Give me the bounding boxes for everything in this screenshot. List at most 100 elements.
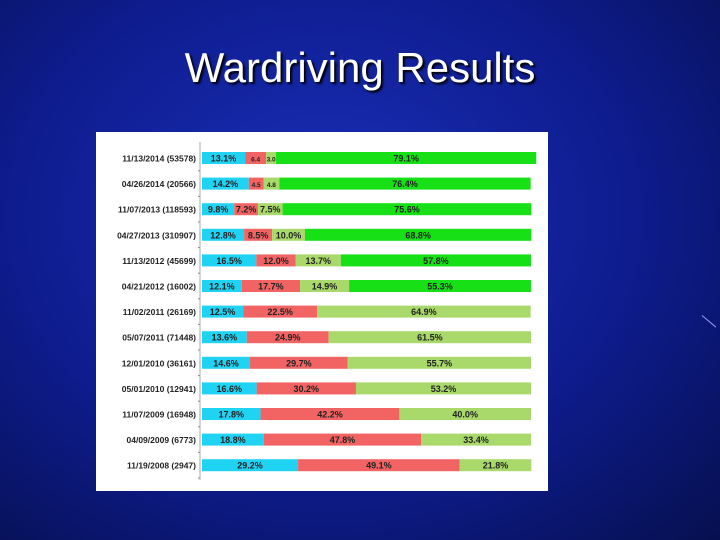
category-label: 11/02/2011 (26169)	[123, 307, 196, 317]
category-label: 11/07/2009 (16948)	[122, 410, 196, 420]
bar-segment-open	[202, 356, 251, 369]
data-label: 16.6%	[217, 384, 243, 394]
bar-segment-wep	[234, 203, 258, 216]
bar-segment-wep	[256, 382, 356, 395]
bar-segment-open	[202, 152, 246, 164]
data-label: 21.8%	[483, 461, 509, 471]
stacked-bar-chart: 11/13/2014 (53578) 13.1% 6.4 3.0 79.1% 04/26/…	[117, 142, 537, 480]
bar-segment-open	[202, 177, 249, 190]
data-label: 7.5%	[260, 205, 281, 215]
bar-segment-open	[202, 459, 299, 472]
data-label: 42.2%	[317, 410, 343, 420]
bar-segment-wpa-2	[340, 254, 531, 267]
bar-segment-wpa	[421, 433, 531, 446]
data-label: 79.1%	[393, 154, 419, 164]
bar-segment-wpa	[257, 203, 283, 216]
bar-segment-wpa	[399, 408, 531, 420]
bar-segment-wpa	[300, 280, 350, 292]
data-label: 47.8%	[330, 435, 356, 445]
bar-segment-wep	[244, 228, 273, 241]
category-label: 04/26/2014 (20566)	[122, 179, 196, 189]
data-label: 61.5%	[417, 333, 443, 343]
data-label: 13.6%	[212, 333, 238, 343]
data-label: 17.7%	[258, 282, 284, 292]
data-label: 64.9%	[411, 307, 437, 317]
category-label: 11/13/2012 (45699)	[122, 256, 196, 266]
category-label: 04/21/2012 (16002)	[122, 282, 196, 292]
bar-segment-wep	[260, 408, 400, 420]
category-label: 11/07/2013 (118593)	[118, 205, 196, 215]
bar-segment-wpa	[266, 152, 277, 164]
data-label: 24.9%	[275, 333, 301, 343]
category-label: 05/07/2011 (71448)	[122, 333, 196, 343]
bar-segment-wpa	[317, 305, 531, 318]
decorative-line	[701, 315, 717, 328]
bar-segment-wep	[245, 152, 267, 164]
data-label: 49.1%	[366, 461, 392, 471]
data-label: 12.5%	[210, 307, 236, 317]
data-label: 29.7%	[286, 358, 312, 368]
category-label: 04/09/2009 (6773)	[127, 435, 197, 445]
category-label: 11/19/2008 (2947)	[127, 461, 196, 471]
bar-segment-wpa-2	[349, 280, 531, 292]
data-label: 16.5%	[216, 256, 242, 266]
bar-segment-wep	[250, 356, 348, 369]
bar-segment-open	[202, 408, 261, 420]
data-label: 29.2%	[237, 461, 263, 471]
data-label: 30.2%	[294, 384, 320, 394]
bar-segment-wpa-2	[304, 228, 532, 241]
data-label: 40.0%	[452, 410, 478, 420]
bar-segment-wpa	[272, 228, 305, 241]
data-label: 55.3%	[427, 282, 453, 292]
bar-segment-open	[202, 203, 235, 216]
bar-segment-wpa	[263, 177, 280, 190]
bar-segment-wep	[298, 459, 460, 472]
bar-segment-open	[202, 382, 257, 395]
category-label: 11/13/2014 (53578)	[122, 154, 196, 164]
chart-panel: 11/13/2014 (53578) 13.1% 6.4 3.0 79.1% 04/26/…	[96, 132, 548, 491]
data-label: 4.5	[252, 182, 261, 189]
bar-segment-wpa-2	[282, 203, 532, 216]
data-label: 14.2%	[213, 179, 239, 189]
data-label: 12.0%	[263, 256, 289, 266]
data-label: 9.8%	[208, 205, 229, 215]
bar-segment-open	[202, 228, 245, 241]
data-label: 55.7%	[427, 358, 453, 368]
bar-segment-wep	[243, 305, 318, 318]
data-label: 18.8%	[220, 435, 246, 445]
data-label: 8.5%	[248, 230, 269, 240]
bar-segment-wpa-2	[279, 177, 531, 190]
category-label: 04/27/2013 (310907)	[117, 230, 196, 240]
slide-title: Wardriving Results	[184, 44, 536, 91]
bar-segment-wpa-2	[276, 152, 537, 164]
data-label: 7.2%	[236, 205, 257, 215]
data-label: 6.4	[251, 157, 260, 164]
data-label: 53.2%	[431, 384, 457, 394]
bar-segment-wep	[248, 177, 264, 190]
bar-segment-wep	[241, 280, 301, 292]
bar-segment-wpa	[459, 459, 532, 472]
bar-segment-wep	[263, 433, 422, 446]
bar-segment-wep	[256, 254, 296, 267]
bar-segment-open	[202, 305, 244, 318]
bar-segment-open	[202, 280, 242, 292]
bar-segment-wep	[246, 331, 329, 344]
data-label: 75.6%	[394, 205, 420, 215]
data-label: 68.8%	[405, 230, 431, 240]
category-label: 12/01/2010 (36161)	[122, 358, 196, 368]
data-label: 57.8%	[423, 256, 449, 266]
category-label: 05/01/2010 (12941)	[122, 384, 196, 394]
data-label: 14.6%	[213, 358, 239, 368]
data-label: 13.1%	[211, 154, 237, 164]
bar-segment-open	[202, 433, 264, 446]
bar-segment-wpa	[355, 382, 531, 395]
bar-segment-wpa	[347, 356, 531, 369]
bar-segment-open	[202, 331, 247, 344]
data-label: 10.0%	[276, 230, 302, 240]
data-label: 4.8	[267, 182, 276, 189]
data-label: 76.4%	[392, 179, 418, 189]
data-label: 14.9%	[312, 282, 338, 292]
data-label: 33.4%	[463, 435, 489, 445]
data-label: 12.1%	[209, 282, 235, 292]
bar-segment-open	[202, 254, 257, 267]
